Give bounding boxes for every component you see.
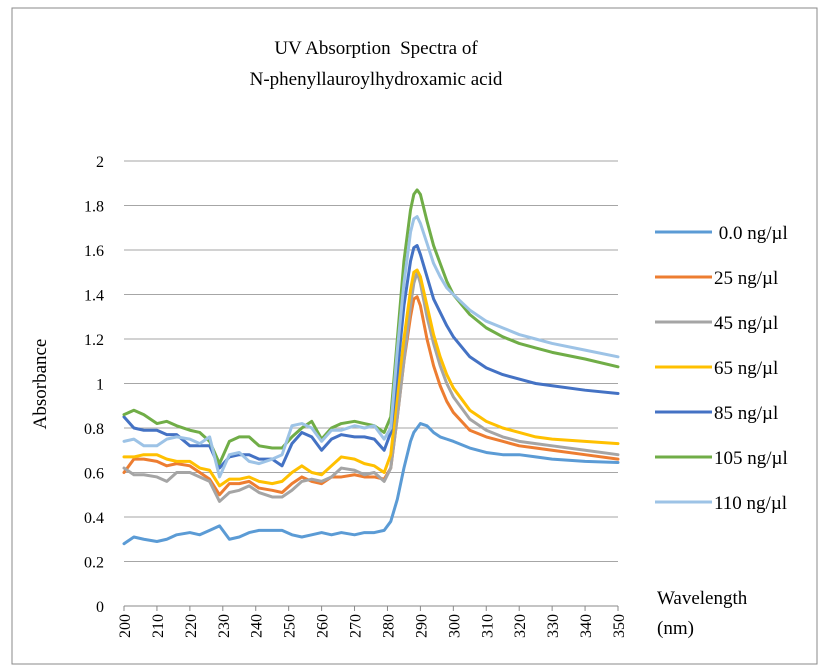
y-tick-label: 1.2 xyxy=(84,332,104,349)
y-axis-label: Absorbance xyxy=(30,339,51,430)
legend-label: 110 ng/µl xyxy=(714,493,787,514)
legend-label: 25 ng/µl xyxy=(714,268,778,289)
y-tick-label: 0.8 xyxy=(84,421,104,438)
data-line xyxy=(122,295,620,497)
y-tick-label: 0.4 xyxy=(84,510,104,527)
chart-title: UV Absorption Spectra of xyxy=(274,38,478,59)
y-tick-label: 1.4 xyxy=(84,288,104,305)
x-tick-label: 200 xyxy=(117,614,134,638)
y-tick-label: 0 xyxy=(96,599,104,616)
legend-label: 0.0 ng/µl xyxy=(714,223,788,244)
x-tick-label: 230 xyxy=(216,614,233,638)
x-tick-label: 290 xyxy=(413,614,430,638)
data-line xyxy=(122,188,620,466)
x-tick-label: 280 xyxy=(380,614,397,638)
data-line xyxy=(122,215,620,479)
legend-label: 105 ng/µl xyxy=(714,448,788,469)
x-tick-label: 260 xyxy=(315,614,332,638)
y-tick-label: 0.2 xyxy=(84,555,104,572)
y-tick-label: 1.8 xyxy=(84,199,104,216)
y-tick-label: 1 xyxy=(96,377,104,394)
x-axis-label: Wavelength xyxy=(657,588,748,609)
x-tick-label: 330 xyxy=(545,614,562,638)
y-tick-label: 2 xyxy=(96,154,104,171)
x-tick-label: 320 xyxy=(512,614,529,638)
legend-label: 85 ng/µl xyxy=(714,403,778,424)
x-tick-label: 340 xyxy=(578,614,595,638)
x-tick-label: 310 xyxy=(479,614,496,638)
x-tick-label: 300 xyxy=(446,614,463,638)
data-line xyxy=(122,244,620,470)
legend-label: 65 ng/µl xyxy=(714,358,778,379)
chart-frame xyxy=(11,7,818,665)
x-tick-label: 270 xyxy=(348,614,365,638)
legend-label: 45 ng/µl xyxy=(714,313,778,334)
x-axis-label: (nm) xyxy=(657,618,694,639)
y-tick-label: 1.6 xyxy=(84,243,104,260)
x-tick-label: 220 xyxy=(183,614,200,638)
x-tick-label: 350 xyxy=(611,614,628,638)
data-line xyxy=(122,422,620,546)
x-tick-label: 240 xyxy=(249,614,266,638)
y-tick-label: 0.6 xyxy=(84,466,104,483)
x-tick-label: 250 xyxy=(282,614,299,638)
x-tick-label: 210 xyxy=(150,614,167,638)
data-line xyxy=(122,268,620,488)
chart-title: N-phenyllauroylhydroxamic acid xyxy=(250,69,503,90)
data-line xyxy=(122,270,620,503)
